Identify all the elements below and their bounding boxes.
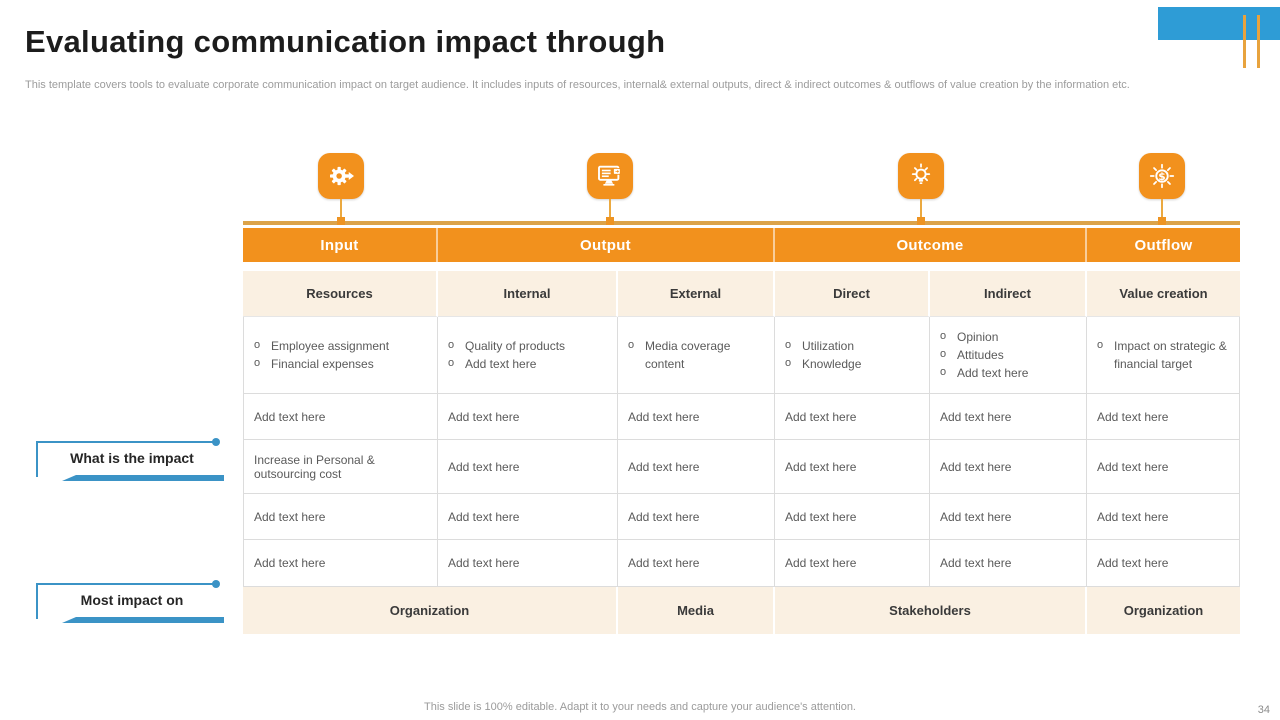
timeline-stem [609,199,611,221]
editable-note: This slide is 100% editable. Adapt it to… [424,701,856,713]
table-cell: Add text here [1087,494,1240,540]
subheader-value-creation: Value creation [1087,271,1240,317]
timeline-connector-line [243,221,1240,225]
outcome-icon-badge [898,153,944,199]
header-gap [243,262,1240,271]
table-cell: o Impact on strategic & financial target [1087,317,1240,394]
header-outflow: Outflow [1087,228,1240,262]
corner-accent-stripe [1243,15,1246,68]
table-cell: o Media coverage content [618,317,775,394]
corner-accent-rectangle [1158,7,1280,40]
table-cell: Add text here [243,394,438,440]
label-most-impact-on: Most impact on [36,580,224,623]
table-cell: Add text here [438,394,618,440]
footer-media: Media [618,587,775,634]
output-icon-badge [587,153,633,199]
table-cell: Add text here [438,494,618,540]
bullet-list: o Media coverage content [628,339,731,371]
timeline-node [917,217,925,225]
label-what-is-the-impact: What is the impact [36,438,224,481]
table-cell: Add text here [618,440,775,494]
table-cell: Add text here [775,394,930,440]
timeline-stem [1161,199,1163,221]
table-cell: Add text here [1087,394,1240,440]
table-cell: Add text here [930,394,1087,440]
header-outcome: Outcome [775,228,1087,262]
header-output: Output [438,228,775,262]
table-cell: o Quality of products o Add text here [438,317,618,394]
footer-stakeholders: Stakeholders [775,587,1087,634]
label-bracket-line [36,441,38,477]
table-cell: Add text here [618,540,775,587]
svg-text:$: $ [1158,170,1165,183]
idea-bulb-icon [911,163,931,184]
label-underline-bar [62,617,224,623]
footer-organization-2: Organization [1087,587,1240,634]
subheader-resources: Resources [243,271,438,317]
label-text: What is the impact [70,450,194,466]
bullet-list: o Quality of products o Add text here [448,339,566,371]
subheader-internal: Internal [438,271,618,317]
table-cell: Add text here [775,540,930,587]
table-cell: o Opinion o Attitudes o Add text here [930,317,1087,394]
header-input: Input [243,228,438,262]
bullet-list: o Impact on strategic & financial target [1097,339,1227,371]
corner-accent-stripe [1257,15,1260,68]
label-bracket-line [36,441,214,443]
subheader-indirect: Indirect [930,271,1087,317]
table-cell: Add text here [1087,440,1240,494]
bullet-list: o Employee assignment o Financial expenses [254,339,390,371]
table-cell: Add text here [438,540,618,587]
label-bracket-line [36,583,38,619]
table-cell: o Utilization o Knowledge [775,317,930,394]
impact-table: Input Output Outcome Outflow Resources I… [243,228,1240,634]
table-cell: Add text here [930,440,1087,494]
timeline-node [337,217,345,225]
table-cell: o Employee assignment o Financial expenses [243,317,438,394]
subheader-external: External [618,271,775,317]
slide-description: This template covers tools to evaluate c… [25,79,1130,91]
table-cell: Add text here [775,440,930,494]
label-bracket-dot [212,438,220,446]
label-underline-bar [62,475,224,481]
table-cell: Add text here [1087,540,1240,587]
table-cell: Add text here [930,540,1087,587]
footer-organization-1: Organization [243,587,618,634]
table-cell: Add text here [618,494,775,540]
slide-title: Evaluating communication impact through [25,24,666,59]
timeline-node [606,217,614,225]
monitor-output-icon [598,165,621,186]
table-cell: Add text here [438,440,618,494]
dollar-value-icon: $ [1149,163,1175,189]
outflow-icon-badge: $ [1139,153,1185,199]
timeline-stem [340,199,342,221]
subheader-direct: Direct [775,271,930,317]
bullet-list: o Opinion o Attitudes o Add text here [940,330,1029,380]
page-number: 34 [1257,704,1270,716]
table-cell: Add text here [243,540,438,587]
table-cell: Add text here [243,494,438,540]
timeline-stem [920,199,922,221]
timeline-node [1158,217,1166,225]
input-icon-badge [318,153,364,199]
label-bracket-line [36,583,214,585]
gear-process-icon [329,166,354,186]
label-bracket-dot [212,580,220,588]
table-cell: Add text here [775,494,930,540]
table-cell: Increase in Personal & outsourcing cost [243,440,438,494]
table-cell: Add text here [930,494,1087,540]
table-cell: Add text here [618,394,775,440]
label-text: Most impact on [80,592,184,608]
bullet-list: o Utilization o Knowledge [785,339,862,371]
